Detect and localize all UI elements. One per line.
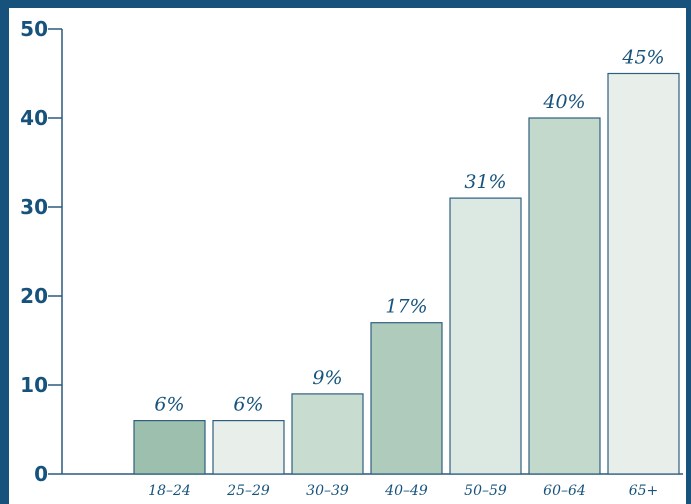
x-tick-label-5: 50–59	[464, 483, 507, 499]
x-tick-label-4: 40–49	[384, 483, 428, 499]
bar-7	[607, 72, 680, 475]
bar-5	[449, 197, 522, 475]
bar-4	[370, 322, 443, 475]
bar-3	[291, 393, 364, 475]
y-tick-label: 50	[20, 17, 48, 41]
x-tick-label-7: 65+	[629, 483, 659, 499]
bar-1	[133, 420, 206, 475]
top-frame-band	[0, 0, 691, 8]
left-frame-border	[0, 0, 9, 504]
y-tick-label: 40	[20, 106, 48, 130]
x-tick-label-3: 30–39	[306, 483, 349, 499]
bars	[133, 72, 680, 475]
x-tick-label-6: 60–64	[543, 483, 586, 499]
y-tick-label: 20	[20, 284, 48, 308]
y-tick-label: 0	[34, 462, 48, 486]
bar-6	[528, 117, 601, 475]
value-label-1: 6%	[154, 394, 184, 416]
value-label-3: 9%	[312, 367, 342, 389]
labels: 6% 18–24 6% 25–29 9% 30–39 17% 40–49 31% 50–59 40%…	[148, 47, 664, 500]
x-tick-label-2: 25–29	[226, 483, 270, 499]
value-label-7: 45%	[621, 47, 664, 69]
y-tick-label: 30	[20, 195, 48, 219]
value-label-4: 17%	[385, 296, 427, 318]
right-frame-border	[686, 0, 691, 504]
bar-2	[212, 420, 285, 475]
value-label-2: 6%	[233, 394, 263, 416]
value-label-5: 31%	[464, 171, 506, 193]
x-tick-label-1: 18–24	[148, 483, 191, 499]
value-label-6: 40%	[542, 91, 585, 113]
y-tick-label: 10	[20, 373, 48, 397]
